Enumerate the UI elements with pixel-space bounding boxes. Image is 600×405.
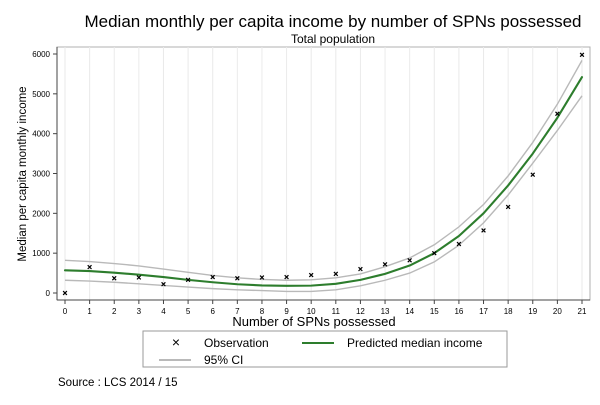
x-axis-label: Number of SPNs possessed <box>232 314 395 329</box>
observation-marker-14 <box>407 258 412 263</box>
x-tick-label-5: 5 <box>186 307 191 316</box>
observation-marker-16 <box>456 241 462 247</box>
y-tick-label-6000: 6000 <box>32 50 50 59</box>
x-tick-label-13: 13 <box>381 307 390 316</box>
y-tick-label-3000: 3000 <box>32 170 50 179</box>
y-ticks: 0 1000 2000 3000 4000 5000 6000 <box>32 50 57 298</box>
y-tick-label-4000: 4000 <box>32 130 50 139</box>
plot-area <box>56 46 591 301</box>
x-tick-label-12: 12 <box>356 307 365 316</box>
x-tick-label-20: 20 <box>553 307 562 316</box>
y-tick-label-0: 0 <box>46 289 51 298</box>
legend-box <box>142 330 508 368</box>
observation-marker-4 <box>161 281 166 287</box>
x-tick-label-1: 1 <box>87 307 92 316</box>
x-tick-label-16: 16 <box>454 307 463 316</box>
observation-marker-1 <box>87 264 92 270</box>
observation-marker-21 <box>579 52 585 58</box>
legend-label-observation: Observation <box>204 336 269 350</box>
observation-marker-11 <box>333 271 339 277</box>
legend-label-ci: 95% CI <box>204 353 243 367</box>
x-tick-label-2: 2 <box>112 307 117 316</box>
predicted-income-line <box>63 76 584 287</box>
y-tick-label-5000: 5000 <box>32 90 50 99</box>
x-tick-label-4: 4 <box>161 307 166 316</box>
x-tick-label-19: 19 <box>528 307 537 316</box>
observation-marker-15 <box>431 250 437 256</box>
observation-marker-10 <box>308 272 314 278</box>
legend-marker-observation: × <box>172 334 180 350</box>
x-ticks: 0 1 2 3 4 5 6 7 8 9 10 11 12 13 14 15 16 17 18 19 20 21 <box>63 300 587 316</box>
chart-subtitle: Total population <box>291 32 375 46</box>
observation-marker-7 <box>235 275 240 281</box>
observation-marker-9 <box>284 274 289 280</box>
x-tick-label-14: 14 <box>405 307 414 316</box>
legend: × Observation Predicted median income 95… <box>142 330 508 368</box>
source-note: Source : LCS 2014 / 15 <box>58 377 178 389</box>
ci-band-group <box>64 60 583 293</box>
observation-marker-17 <box>481 228 486 233</box>
legend-label-predicted: Predicted median income <box>347 336 483 350</box>
y-tick-label-1000: 1000 <box>32 249 50 258</box>
x-tick-label-11: 11 <box>332 307 341 316</box>
ci-lower-line <box>64 95 583 293</box>
observation-marker-8 <box>259 275 265 280</box>
x-tick-label-6: 6 <box>210 307 215 316</box>
x-tick-label-21: 21 <box>578 307 587 316</box>
x-tick-label-10: 10 <box>307 307 316 316</box>
observation-marker-18 <box>505 204 511 210</box>
observation-marker-3 <box>136 275 142 280</box>
x-tick-label-18: 18 <box>504 307 513 316</box>
observation-marker-13 <box>382 261 388 267</box>
x-tick-label-17: 17 <box>479 307 488 316</box>
vertical-gridlines <box>64 47 583 300</box>
x-tick-label-9: 9 <box>284 307 289 316</box>
x-tick-label-7: 7 <box>235 307 240 316</box>
observation-marker-5 <box>185 277 191 283</box>
prediction-line-group <box>63 76 584 287</box>
observation-marker-0 <box>62 290 68 296</box>
x-tick-label-3: 3 <box>137 307 142 316</box>
observation-marker-group <box>62 52 585 296</box>
x-tick-label-15: 15 <box>430 307 439 316</box>
observation-marker-6 <box>210 274 216 280</box>
x-tick-label-0: 0 <box>63 307 68 316</box>
chart-title: Median monthly per capita income by numb… <box>84 12 581 31</box>
y-axis-label: Median per capita monthly income <box>17 86 29 261</box>
observation-marker-19 <box>530 172 536 178</box>
observation-marker-12 <box>358 266 363 272</box>
x-tick-label-8: 8 <box>260 307 265 316</box>
y-tick-label-2000: 2000 <box>32 209 50 218</box>
observation-marker-2 <box>111 275 117 281</box>
ci-upper-line <box>64 60 583 281</box>
observation-marker-20 <box>555 111 560 117</box>
